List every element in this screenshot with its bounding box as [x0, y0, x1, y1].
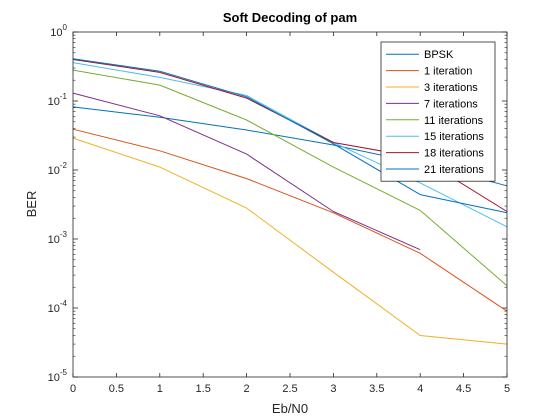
legend-label: 7 iterations: [424, 98, 478, 110]
plot-frame: [72, 31, 508, 378]
chart-title: Soft Decoding of pam: [223, 10, 357, 25]
y-tick-base: 10: [48, 234, 60, 246]
legend-label: 15 iterations: [424, 131, 484, 143]
y-tick-label: 100: [50, 23, 67, 39]
x-axis-label: Eb/N0: [272, 401, 308, 416]
y-tick-label: 10-2: [48, 161, 68, 177]
y-tick-label: 10-5: [48, 368, 68, 384]
y-tick-base: 10: [50, 27, 62, 39]
y-tick-exponent: -3: [60, 230, 68, 239]
x-axis-ticks: 0 0.5 1 1.5 2 2.5 3 3.5 4 4.5 5: [70, 32, 510, 395]
y-tick-exponent: -4: [60, 299, 68, 308]
legend-label: 18 iterations: [424, 148, 484, 160]
series-line-4: [72, 92, 421, 251]
legend-label: 11 iterations: [424, 115, 484, 127]
x-tick-label: 4: [417, 383, 423, 395]
x-tick-label: 1: [157, 383, 163, 395]
y-tick-label: 10-4: [48, 299, 68, 315]
y-tick-exponent: -1: [60, 92, 68, 101]
legend: BPSK 1 iteration 3 iterations 7 iterations 1…: [380, 41, 496, 182]
y-tick-label: 10-1: [48, 92, 68, 108]
x-tick-label: 3: [330, 383, 336, 395]
y-axis-label: BER: [24, 191, 39, 218]
x-tick-label: 3.5: [369, 383, 384, 395]
y-tick-exponent: -5: [60, 368, 68, 377]
x-tick-label: 2: [244, 383, 250, 395]
y-tick-base: 10: [48, 96, 60, 108]
x-tick-label: 0: [70, 383, 76, 395]
y-tick-label: 10-3: [48, 230, 68, 246]
legend-label: BPSK: [424, 49, 454, 61]
x-tick-label: 2.5: [282, 383, 297, 395]
series-line-8: [72, 58, 508, 214]
y-tick-base: 10: [48, 165, 60, 177]
y-tick-base: 10: [48, 372, 60, 384]
x-tick-label: 0.5: [109, 383, 124, 395]
legend-label: 21 iterations: [424, 164, 484, 176]
legend-label: 3 iterations: [424, 82, 478, 94]
legend-label: 1 iteration: [424, 66, 472, 78]
series-line-5: [72, 69, 508, 287]
x-tick-label: 4.5: [456, 383, 471, 395]
y-tick-exponent: 0: [63, 23, 68, 32]
y-tick-exponent: -2: [60, 161, 68, 170]
series-line-2: [72, 128, 508, 312]
x-tick-label: 5: [504, 383, 510, 395]
series-line-3: [72, 137, 508, 345]
x-tick-label: 1.5: [196, 383, 211, 395]
series-line-6: [72, 62, 508, 228]
legend-box: [380, 41, 496, 182]
y-tick-base: 10: [48, 303, 60, 315]
